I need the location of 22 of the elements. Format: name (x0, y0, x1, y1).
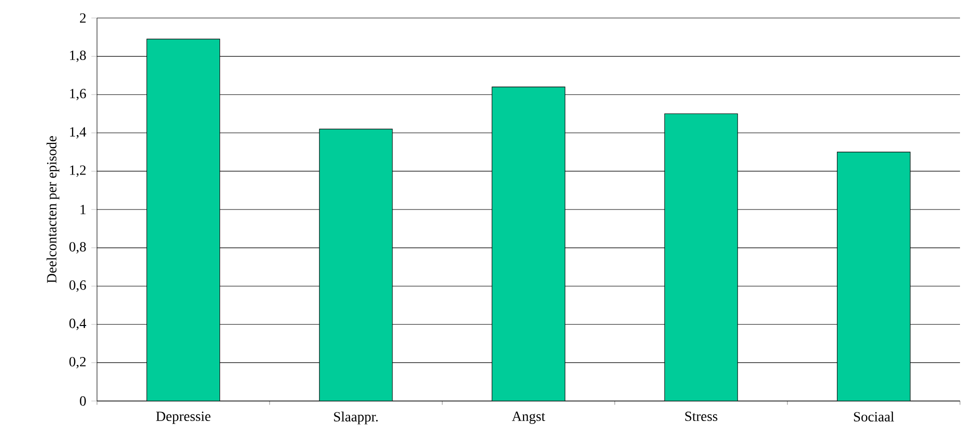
y-tick-label: 0,4 (69, 318, 86, 330)
y-tick-label: 0,6 (69, 280, 86, 292)
x-tick-label: Sociaal (854, 412, 894, 422)
bar (146, 38, 220, 401)
y-tick-label: 1,6 (70, 88, 86, 100)
x-tick-label: Slaappr. (334, 412, 378, 424)
bar (319, 128, 393, 401)
bar (836, 152, 910, 401)
y-tick-label: 0,8 (69, 242, 86, 254)
y-tick-label: 1,2 (70, 165, 86, 177)
bar (664, 113, 738, 401)
x-tick-label: Depressie (156, 412, 210, 424)
x-tick-label: Angst (512, 412, 546, 424)
x-tick-label: Stress (685, 412, 718, 422)
y-tick-label: 1,8 (70, 50, 86, 62)
y-axis-title: Deelcontacten per episode (46, 136, 60, 283)
y-tick-label: 2 (80, 13, 86, 23)
y-tick-label: 1 (80, 204, 86, 214)
bar (492, 86, 566, 401)
y-tick-label: 0,2 (69, 356, 86, 368)
y-tick-label: 1,4 (70, 127, 86, 139)
y-tick-label: 0 (80, 396, 86, 406)
